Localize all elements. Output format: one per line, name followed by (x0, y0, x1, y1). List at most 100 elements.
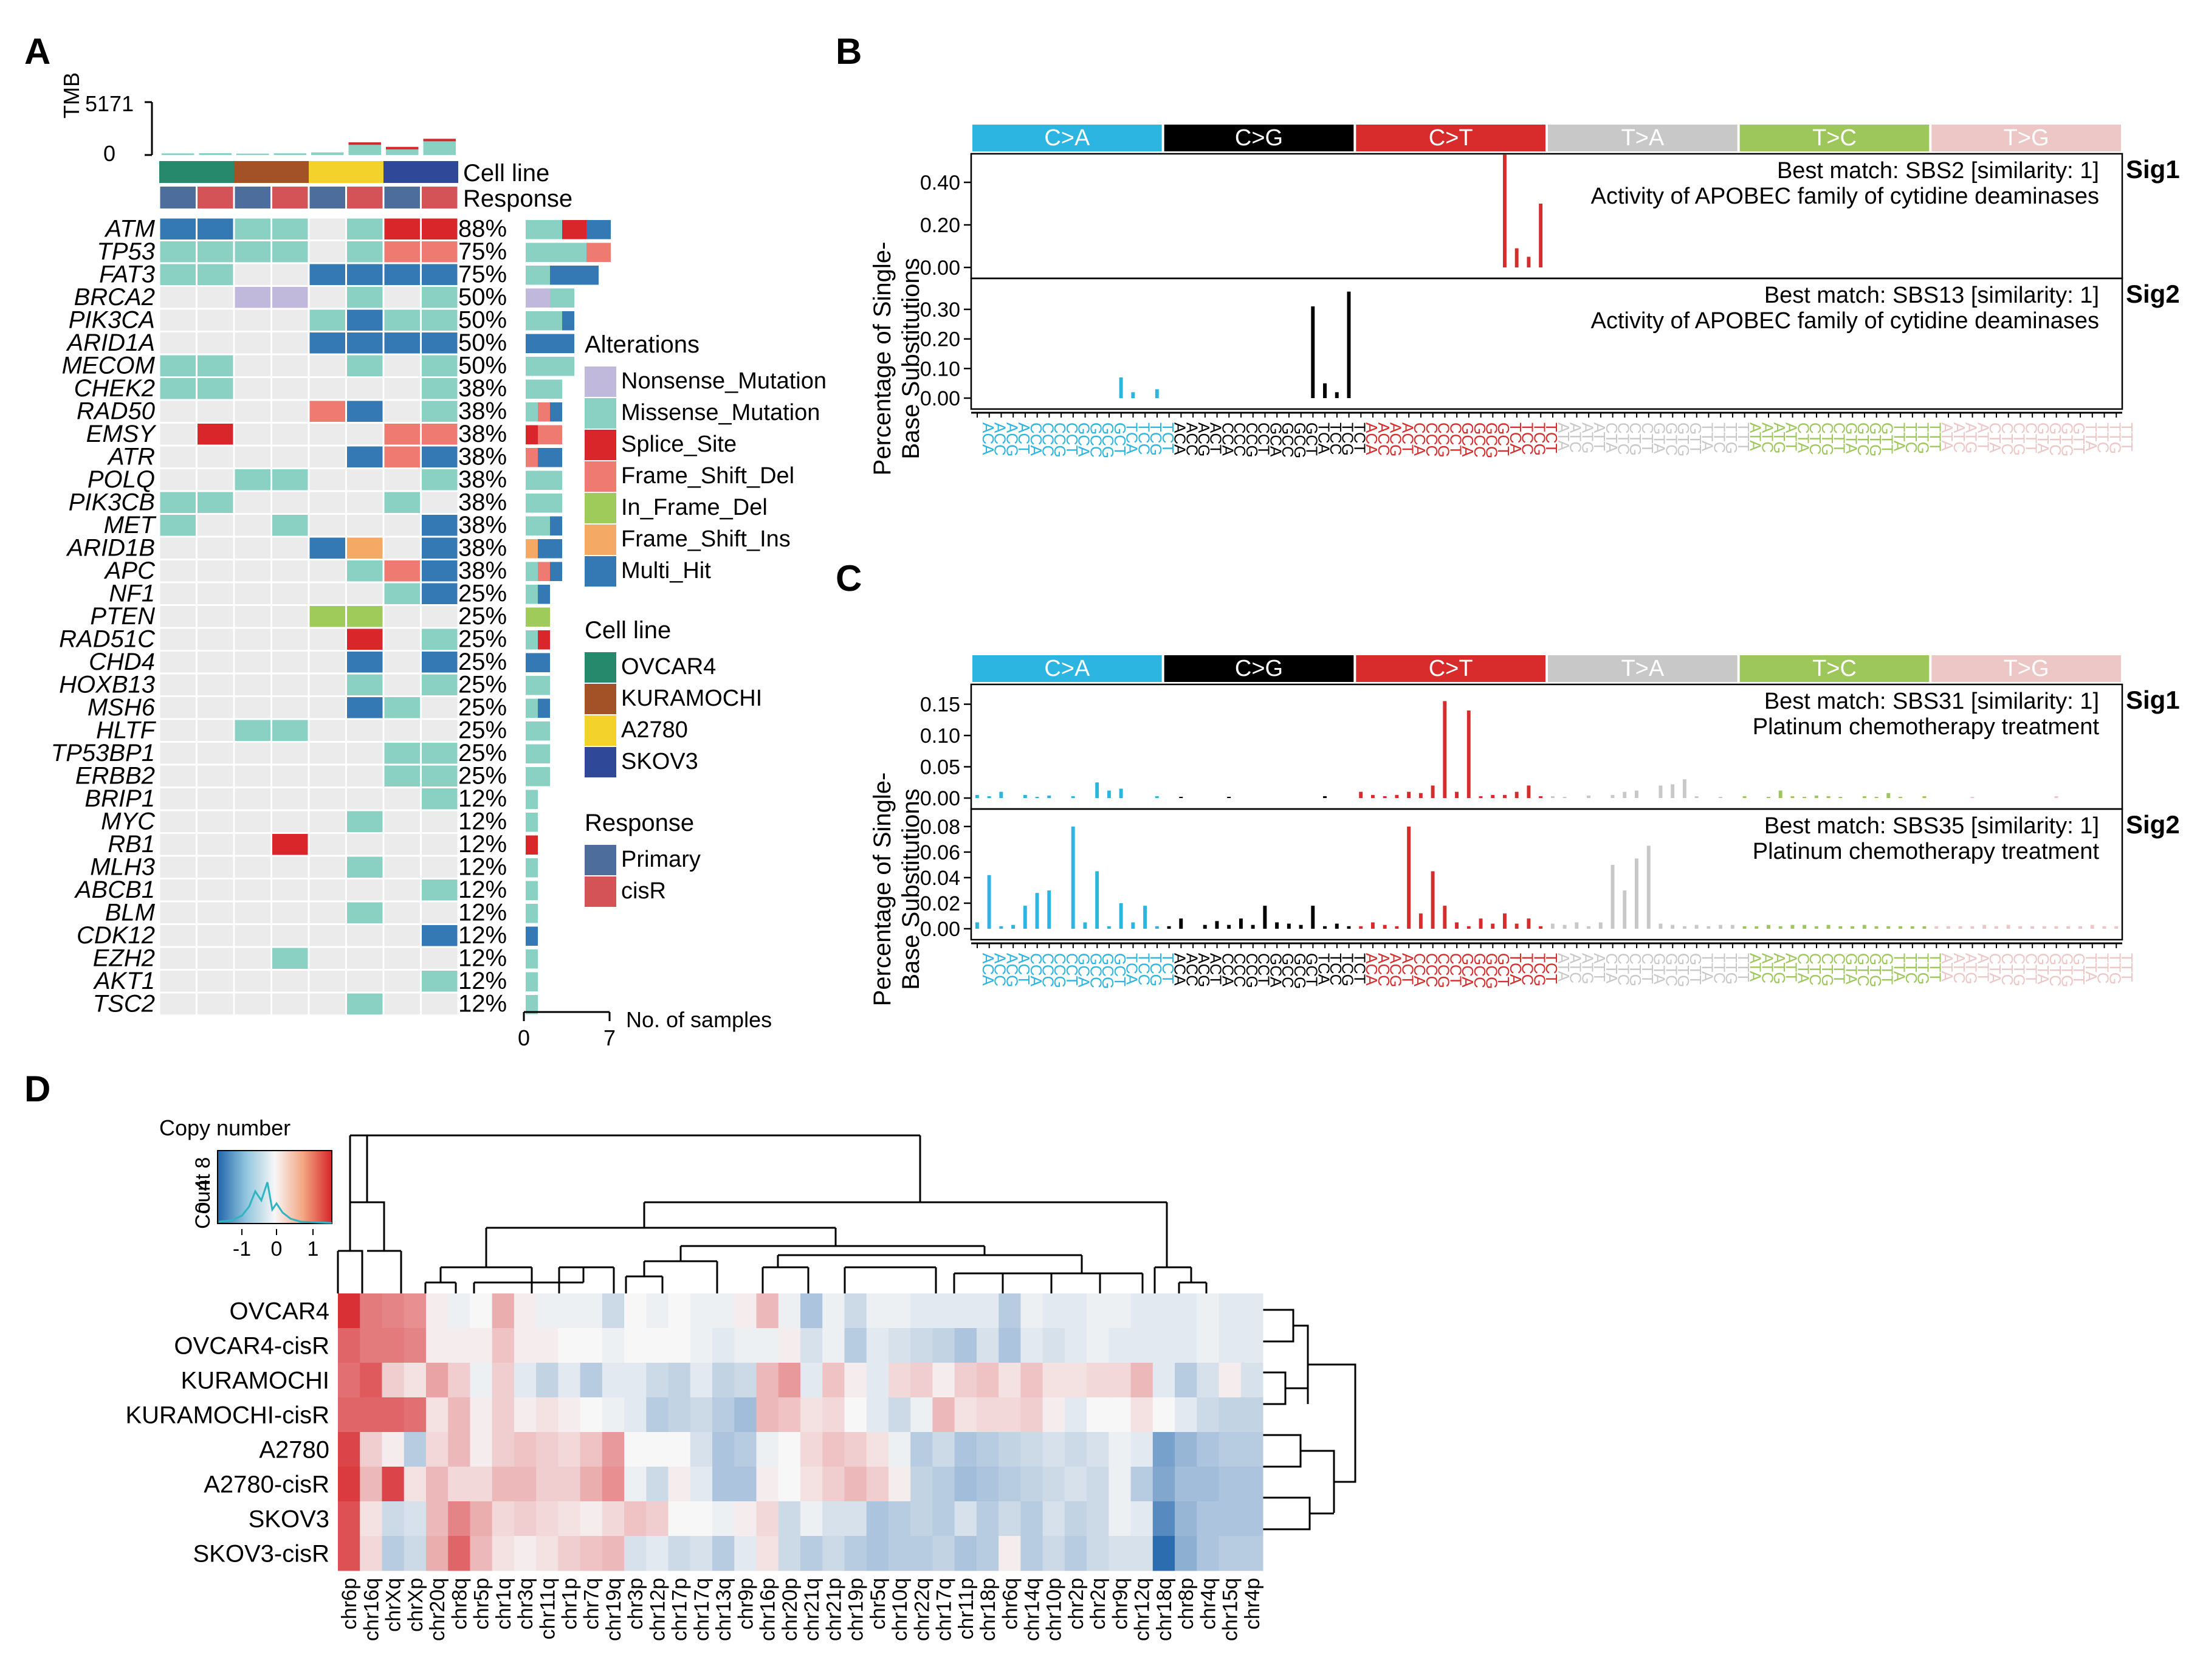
heatmap-cell (1175, 1363, 1197, 1398)
signature-bar (1347, 291, 1351, 398)
trinucleotide-context-label: GCG (1291, 953, 1309, 989)
sample-count-bar-segment (526, 470, 562, 490)
heatmap-cell (470, 1363, 493, 1398)
alteration-legend-swatch (585, 461, 616, 492)
y-axis-label-line2: Base Substitutions (898, 258, 924, 459)
signature-bar (1539, 926, 1543, 929)
gene-frequency-label: 25% (458, 649, 507, 675)
heatmap-cell (602, 1536, 625, 1571)
heatmap-cell (514, 1501, 537, 1537)
signature-bar (1215, 921, 1219, 929)
mutation-type-header (1548, 655, 1738, 682)
mutation-cell (160, 606, 196, 627)
mutation-cell (422, 241, 458, 263)
mutation-cell (384, 765, 420, 787)
mutation-cell (235, 765, 270, 787)
mutation-type-label: T>A (1621, 656, 1664, 681)
trinucleotide-context-label: CCT (1255, 422, 1273, 455)
heatmap-col-label: chr4p (1241, 1578, 1264, 1630)
signature-bar (1107, 790, 1111, 798)
sample-count-bar-segment (526, 881, 538, 900)
mutation-type-header (1548, 125, 1738, 151)
signature-bar (1263, 906, 1267, 929)
heatmap-cell (756, 1467, 779, 1502)
heatmap-cell (800, 1363, 823, 1398)
heatmap-cell (448, 1363, 470, 1398)
mutation-cell (384, 902, 420, 923)
signature-bar (999, 926, 1003, 929)
mutation-cell (422, 993, 458, 1014)
heatmap-col-label: chr15q (1219, 1578, 1242, 1641)
heatmap-cell (976, 1293, 999, 1329)
mutation-cell (309, 218, 345, 239)
heatmap-cell (778, 1467, 801, 1502)
heatmap-cell (1042, 1293, 1065, 1329)
heatmap-cell (668, 1328, 691, 1363)
col-dendro-branch (473, 1266, 615, 1293)
mutation-cell (272, 606, 308, 627)
mutation-cell (422, 743, 458, 764)
mutation-cell (160, 697, 196, 718)
mutation-cell (160, 309, 196, 331)
mutation-cell (422, 788, 458, 810)
trinucleotide-context-label: TTC (1902, 422, 1920, 453)
signature-tag: Sig2 (2126, 810, 2180, 839)
heatmap-cell (382, 1536, 405, 1571)
heatmap-cell (910, 1467, 933, 1502)
signature-bar (987, 796, 991, 798)
trinucleotide-context-label: ATC (1567, 953, 1585, 983)
heatmap-cell (404, 1432, 427, 1467)
signature-bar (1502, 154, 1507, 267)
mutation-cell (384, 424, 420, 445)
heatmap-cell (448, 1397, 470, 1433)
signature-bar (1803, 924, 1807, 929)
signature-best-match: Best match: SBS31 [similarity: 1] (1764, 689, 2099, 714)
heatmap-cell (932, 1467, 955, 1502)
y-axis-label-line1: Percentage of Single- (869, 242, 896, 476)
signature-bar (1311, 306, 1315, 398)
signature-bar (975, 794, 979, 798)
mutation-cell (422, 469, 458, 491)
heatmap-cell (976, 1536, 999, 1571)
heatmap-cell (1042, 1363, 1065, 1398)
mutation-cell (309, 628, 345, 650)
heatmap-cell (338, 1397, 360, 1433)
heatmap-col-label: chr18q (1153, 1578, 1176, 1641)
sample-count-bar-segment (586, 220, 611, 239)
row-dendro-branch (1263, 1496, 1334, 1530)
gene-frequency-label: 50% (458, 284, 507, 311)
trinucleotide-context-label: GTC (1662, 953, 1680, 986)
mutation-cell (384, 287, 420, 308)
signature-bar (1239, 918, 1243, 929)
mutation-cell (384, 652, 420, 673)
mutation-cell (272, 652, 308, 673)
heatmap-cell (1175, 1328, 1197, 1363)
trinucleotide-context-label: GCG (1482, 422, 1500, 458)
heatmap-cell (844, 1536, 867, 1571)
sample-count-bar-segment (538, 698, 550, 718)
mutation-cell (235, 811, 270, 832)
signature-bar (1443, 701, 1447, 798)
heatmap-col-label: chr8q (448, 1578, 471, 1630)
heatmap-cell (690, 1467, 713, 1502)
heatmap-col-label: chr6q (999, 1578, 1022, 1630)
heatmap-cell (1175, 1501, 1197, 1537)
gene-frequency-label: 38% (458, 421, 507, 447)
heatmap-cell (536, 1397, 559, 1433)
gene-label: FAT3 (99, 261, 155, 288)
cell-line-track-label: Cell line (463, 160, 549, 187)
trinucleotide-context-label: CTT (1638, 422, 1657, 453)
mutation-cell (347, 765, 383, 787)
alteration-legend-label: Splice_Site (621, 432, 737, 457)
signature-bar (1562, 796, 1567, 798)
trinucleotide-context-label: GTG (1866, 422, 1885, 456)
heatmap-cell (1175, 1397, 1197, 1433)
mutation-cell (160, 401, 196, 422)
mutation-cell (235, 674, 270, 695)
mutation-cell (235, 788, 270, 810)
mutation-cell (309, 583, 345, 604)
response-track-cell (309, 187, 345, 208)
mutation-cell (235, 583, 270, 604)
mutation-cell (422, 332, 458, 354)
mutation-cell (272, 971, 308, 992)
